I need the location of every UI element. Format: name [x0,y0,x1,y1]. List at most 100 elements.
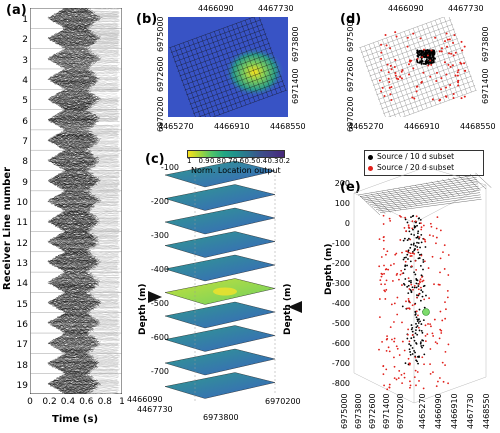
map-right-tick: 6971400 [291,68,300,104]
legend-text-10d: Source / 10 d subset [377,152,455,161]
depth-tick: -500 [150,299,169,308]
legend: Source / 10 d subset Source / 20 d subse… [364,150,484,176]
panel-a: (a) 1 2 3 4 5 6 7 8 9 10 11 12 13 14 15 16 17 18 19 0 0.2 0.… [0,0,125,433]
location-map-d [358,17,478,117]
line-number-2: 2 [22,35,28,46]
map-top-tick: 4467730 [448,4,484,13]
panel-e-ylabel: Depth (m) [324,243,334,295]
line-number-3: 3 [22,55,28,66]
line-number-16: 16 [16,319,28,330]
c-bottom-tick: 4467730 [137,405,173,414]
colorbar-title: Norm. Location output [191,166,281,175]
panel-c-label: (c) [143,152,167,167]
colorbar-tick: 0.2 [279,157,291,165]
depth-tick: -300 [150,231,169,240]
x-tick-label: 1 [119,397,125,407]
e-bottom-right-tick: 4468550 [482,393,491,429]
e-y-tick: -500 [331,319,350,328]
e-bottom-right-tick: 4466910 [450,393,459,429]
panel-d-label: (d) [338,12,364,27]
depth-tick: -400 [150,265,169,274]
map-left-tick: 6972600 [346,56,355,92]
legend-item-20d: Source / 20 d subset [368,163,454,172]
e-y-tick: -700 [331,359,350,368]
e-y-tick: -600 [331,339,350,348]
map-bottom-tick: 4466910 [404,122,440,131]
line-number-8: 8 [22,157,28,168]
map-left-tick: 6975000 [156,16,165,52]
depth-label-left: Depth (m) [138,283,148,335]
panel-b: (b) 4466090 4467730 4465270 4466910 4468550 6… [128,0,318,145]
map-bottom-tick: 4468550 [460,122,496,131]
panel-a-label: (a) [4,3,29,18]
panel-e: Source / 10 d subset Source / 20 d subse… [318,145,500,433]
map-top-tick: 4466090 [198,4,234,13]
e-y-tick: 100 [334,199,350,208]
x-tick-label: 0.4 [60,397,76,407]
map-left-tick: 6972600 [156,56,165,92]
depth-tick: -200 [150,197,169,206]
e-y-tick: -400 [331,299,350,308]
legend-marker-black [368,154,373,160]
map-left-tick: 6975000 [346,16,355,52]
e-bottom-left-tick: 6973800 [354,393,363,429]
panel-d: (d) 4466090 4467730 4465270 4466910 4468550 6… [318,0,500,145]
e-y-tick: -100 [331,239,350,248]
legend-text-20d: Source / 20 d subset [377,163,455,172]
line-number-12: 12 [16,238,28,249]
colorbar [187,150,285,158]
seismic-traces-plot [30,8,122,394]
map-bottom-tick: 4465270 [348,122,384,131]
line-number-5: 5 [22,96,28,107]
map-bottom-tick: 4465270 [158,122,194,131]
line-number-14: 14 [16,279,28,290]
line-number-6: 6 [22,116,28,127]
e-y-tick: -300 [331,279,350,288]
line-number-4: 4 [22,76,28,87]
e-y-tick: -200 [331,259,350,268]
colorbar-tick: 0.5 [244,157,256,165]
colorbar-tick: 0.7 [221,157,233,165]
colorbar-tick: 0.3 [267,157,279,165]
arrow-left-icon [148,291,162,303]
line-number-15: 15 [16,299,28,310]
panel-a-ylabel: Receiver Line number [2,166,13,290]
map-right-tick: 6973800 [481,26,490,62]
hypocenter-3d-plot [353,166,492,404]
map-bottom-tick: 4466910 [214,122,250,131]
e-bottom-left-tick: 6972600 [368,393,377,429]
line-number-10: 10 [16,198,28,208]
line-number-18: 18 [16,360,28,371]
e-bottom-right-tick: 4465270 [418,393,427,429]
panel-b-label: (b) [134,12,160,27]
colorbar-tick: 0.4 [256,157,268,165]
line-number-7: 7 [22,137,28,148]
colorbar-tick: 0.8 [210,157,222,165]
e-y-tick: 200 [334,179,350,188]
x-tick-label: 0.2 [42,397,57,407]
line-number-11: 11 [16,218,28,229]
colorbar-tick: 1 [187,157,192,165]
e-y-tick: -800 [331,379,350,388]
line-number-19: 19 [16,380,28,391]
map-left-tick: 6970200 [346,96,355,132]
depth-tick: -100 [160,163,179,172]
map-right-tick: 6971400 [481,68,490,104]
panel-a-xlabel: Time (s) [52,414,99,425]
e-bottom-left-tick: 6970200 [396,393,405,429]
x-tick-label: 0 [27,397,33,407]
map-bottom-tick: 4468550 [270,122,306,131]
map-right-tick: 6973800 [291,26,300,62]
location-map-b [168,17,288,117]
legend-item-10d: Source / 10 d subset [368,152,454,161]
e-bottom-left-tick: 6971400 [382,393,391,429]
panel-c: 1 0.9 0.8 0.7 0.6 0.5 0.4 0.3 0.2 Norm. Location… [125,145,315,433]
colorbar-tick: 0.6 [233,157,245,165]
line-number-17: 17 [16,340,28,351]
line-number-1: 1 [22,15,28,26]
line-number-9: 9 [22,177,28,188]
e-y-tick: 0 [344,219,350,228]
map-top-tick: 4466090 [388,4,424,13]
depth-slices-plot [164,160,276,403]
colorbar-tick: 0.9 [198,157,210,165]
